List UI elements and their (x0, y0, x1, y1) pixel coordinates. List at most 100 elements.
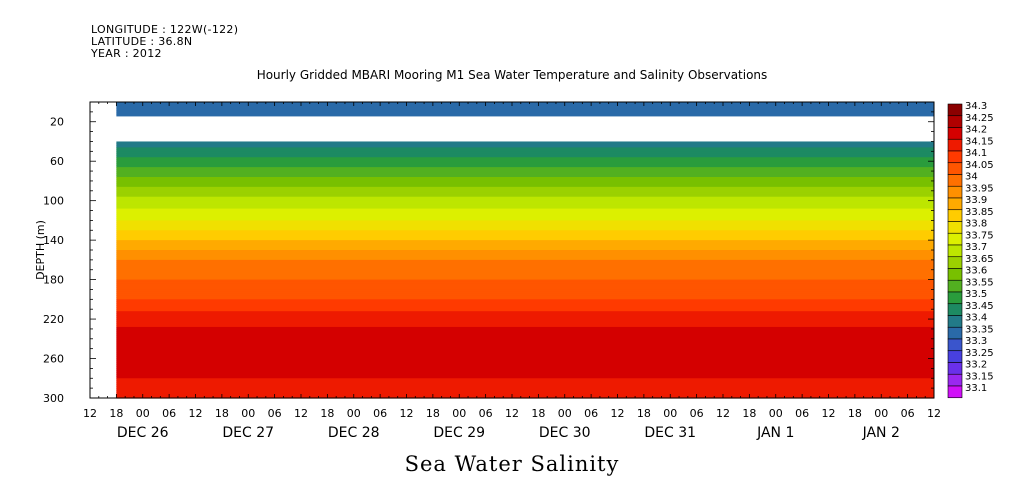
salinity-band (116, 238, 934, 241)
salinity-band (116, 378, 934, 381)
salinity-band (116, 244, 934, 247)
salinity-band (116, 218, 934, 221)
salinity-band (116, 255, 934, 259)
colorbar-swatch (947, 150, 963, 164)
x-hour-label: 12 (294, 407, 308, 420)
x-hour-label: 12 (83, 407, 97, 420)
salinity-band (116, 360, 934, 364)
salinity-band (116, 338, 934, 342)
salinity-band (116, 309, 934, 312)
salinity-band (116, 388, 934, 391)
salinity-band (116, 246, 934, 249)
salinity-band (116, 236, 934, 239)
x-hour-label: 12 (611, 407, 625, 420)
colorbar-label: 33.85 (965, 207, 994, 218)
colorbar-swatch (947, 279, 963, 293)
salinity-band (116, 346, 934, 350)
salinity-band (116, 273, 934, 277)
salinity-band (116, 279, 934, 283)
salinity-band (116, 143, 934, 147)
colorbar-label: 34.25 (965, 113, 994, 124)
salinity-band (116, 230, 934, 233)
salinity-band (116, 334, 934, 338)
salinity-band (116, 311, 934, 314)
salinity-band (116, 240, 934, 243)
x-hour-label: 12 (822, 407, 836, 420)
salinity-band (116, 344, 934, 348)
salinity-band (116, 265, 934, 269)
colorbar-swatch (947, 268, 963, 281)
x-hour-label: 18 (531, 407, 545, 420)
x-hour-label: 06 (162, 407, 176, 420)
salinity-band (116, 178, 934, 182)
colorbar-label: 33.25 (965, 348, 994, 359)
x-hour-label: 12 (927, 407, 941, 420)
chart-caption: Sea Water Salinity (404, 452, 620, 476)
colorbar-label: 33.1 (965, 383, 987, 394)
salinity-band (116, 253, 934, 257)
colorbar-label: 33.15 (965, 371, 994, 382)
salinity-band (116, 171, 934, 174)
salinity-band (116, 105, 934, 109)
salinity-band (116, 184, 934, 188)
salinity-band (116, 323, 934, 326)
colorbar-swatch (947, 315, 963, 328)
x-hour-label: 00 (769, 407, 783, 420)
salinity-band (116, 368, 934, 371)
x-hour-label: 06 (373, 407, 387, 420)
salinity-band (116, 382, 934, 385)
salinity-band (116, 190, 934, 194)
salinity-band (116, 107, 934, 111)
salinity-band (116, 283, 934, 287)
salinity-band (116, 212, 934, 216)
salinity-band (116, 330, 934, 334)
x-hour-label: 18 (215, 407, 229, 420)
x-hour-label: 12 (189, 407, 203, 420)
x-hour-label: 18 (320, 407, 334, 420)
x-hour-label: 12 (400, 407, 414, 420)
salinity-band (116, 364, 934, 368)
salinity-band (116, 384, 934, 387)
x-hour-label: 00 (558, 407, 572, 420)
salinity-band (116, 269, 934, 273)
y-tick-label: 140 (43, 234, 64, 247)
colorbar-swatch (947, 103, 963, 117)
salinity-band (116, 198, 934, 202)
colorbar-swatch (947, 185, 963, 199)
x-hour-label: 00 (136, 407, 150, 420)
salinity-band (116, 336, 934, 340)
salinity-band (116, 297, 934, 300)
salinity-band (116, 220, 934, 223)
salinity-band (116, 214, 934, 218)
colorbar-swatch (947, 138, 963, 152)
salinity-band (116, 163, 934, 166)
colorbar-swatch (947, 350, 963, 363)
salinity-band (116, 111, 934, 115)
latitude-label: LATITUDE : 36.8N (91, 35, 193, 48)
colorbar-swatch (947, 385, 963, 399)
salinity-band (116, 234, 934, 237)
salinity-band (116, 281, 934, 285)
salinity-band (116, 307, 934, 310)
salinity-band (116, 275, 934, 279)
salinity-band (116, 157, 934, 160)
colorbar-label: 34.15 (965, 136, 994, 147)
colorbar-label: 34.2 (965, 125, 987, 136)
colorbar-label: 33.9 (965, 195, 987, 206)
y-tick-label: 300 (43, 392, 64, 405)
chart-title: Hourly Gridded MBARI Mooring M1 Sea Wate… (256, 68, 768, 82)
salinity-band (116, 204, 934, 208)
x-hour-label: 12 (716, 407, 730, 420)
colorbar-label: 33.35 (965, 324, 994, 335)
colorbar-label: 33.5 (965, 289, 987, 300)
longitude-label: LONGITUDE : 122W(-122) (91, 23, 239, 36)
salinity-band (116, 188, 934, 192)
salinity-band (116, 109, 934, 113)
x-date-label: DEC 31 (644, 425, 696, 441)
salinity-band (116, 182, 934, 186)
x-hour-label: 00 (347, 407, 361, 420)
y-tick-label: 60 (50, 155, 64, 168)
salinity-band (116, 394, 934, 397)
colorbar-swatch (947, 291, 963, 305)
salinity-band (116, 321, 934, 324)
